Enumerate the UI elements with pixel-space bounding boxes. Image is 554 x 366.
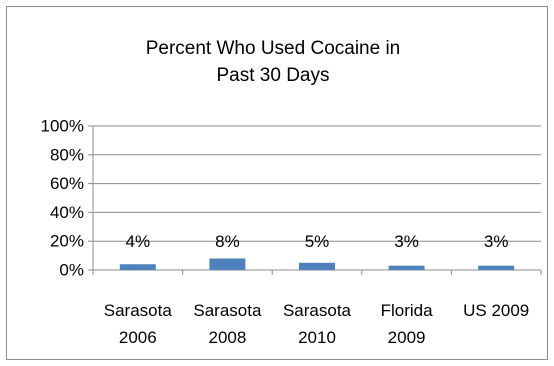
bars [119,258,515,270]
y-tick-label-40: 40% [50,203,84,222]
bar-3 [299,262,335,270]
y-tick-label-80: 80% [50,145,84,164]
chart-title-line-1: Percent Who Used Cocaine in [146,38,401,59]
x-tick-label-3: Sarasota 2010 [283,301,352,347]
data-labels: 4% 8% 5% 3% 3% [126,232,509,251]
x-tick-label-1: Sarasota 2006 [104,301,173,347]
bar-2 [209,258,246,270]
bar-4 [388,265,425,270]
y-axis-ticks: 0% 20% 40% 60% 80% 100% [41,116,541,279]
y-tick-label-60: 60% [50,174,84,193]
chart-title: Percent Who Used Cocaine in Past 30 Days [146,38,401,86]
gridlines [93,125,541,242]
bar-1 [119,264,156,270]
y-tick-label-0: 0% [59,260,84,279]
data-label-1: 4% [126,232,151,251]
x-tick-label-2: Sarasota 2008 [193,301,262,347]
y-tick-label-100: 100% [41,116,84,135]
bar-5 [478,265,515,270]
x-axis-ticks: Sarasota 2006 Sarasota 2008 Sarasota 2010 Flor… [92,270,542,347]
data-label-5: 3% [484,232,509,251]
y-tick-label-20: 20% [50,232,84,251]
chart-area: Percent Who Used Cocaine in Past 30 Days … [6,6,548,360]
data-label-2: 8% [215,232,240,251]
data-label-4: 3% [394,232,419,251]
x-tick-label-4: Florida 2009 [381,301,434,347]
data-label-3: 5% [305,232,330,251]
chart-title-line-2: Past 30 Days [217,65,330,86]
x-tick-label-5: US 2009 [463,301,529,320]
